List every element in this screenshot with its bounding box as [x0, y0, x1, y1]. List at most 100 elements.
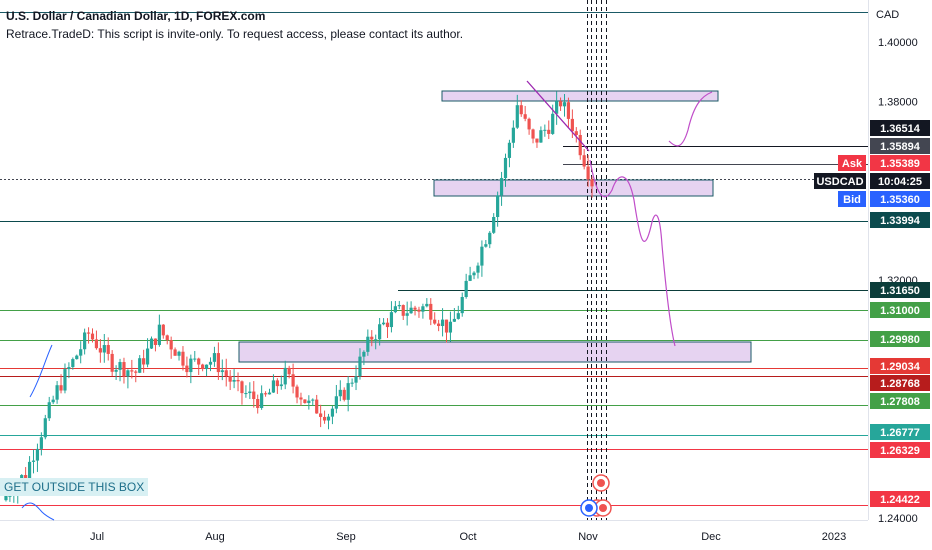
price-tag-value: 1.26777 [880, 427, 920, 439]
candle-body [586, 166, 590, 180]
candle-body [8, 495, 12, 497]
candle-body [122, 362, 126, 377]
candle-body [551, 113, 555, 134]
candle-body [350, 382, 354, 384]
candle-body [67, 367, 71, 370]
candle-body [444, 319, 449, 333]
price-tag-bg [870, 424, 930, 440]
chart-subtitle: Retrace.TradeD: This script is invite-on… [6, 27, 464, 41]
event-marker-dot [585, 504, 593, 512]
time-tick-label: Jul [90, 531, 104, 543]
candle-body [543, 129, 547, 131]
candle-body [429, 303, 433, 320]
candle-body [472, 272, 476, 276]
candle-body [503, 157, 508, 179]
candle-body [515, 105, 519, 128]
price-tag-value: 10:04:25 [878, 176, 922, 188]
price-tick-label: 1.40000 [878, 37, 918, 49]
candle-body [433, 319, 437, 324]
candle-body [130, 370, 134, 372]
candle-body [173, 349, 177, 356]
candle-body [134, 371, 138, 373]
candle-body [527, 118, 531, 130]
candle-body [212, 353, 217, 362]
candle-body [248, 391, 252, 394]
candle-body [464, 280, 468, 298]
candle-body [488, 232, 492, 245]
time-tick-label: Nov [578, 531, 598, 543]
price-tag-value: 1.26329 [880, 445, 920, 457]
candle-body [319, 413, 323, 417]
price-tick-label: 1.38000 [878, 97, 918, 109]
candle-body [425, 303, 429, 307]
candle-body [142, 358, 146, 365]
candle-body [177, 351, 181, 356]
event-marker-dot [597, 479, 605, 487]
price-tag-label: Bid [843, 194, 861, 206]
candle-body [106, 345, 110, 354]
event-marker-dot [599, 504, 607, 512]
candle-body [63, 369, 67, 391]
candle-body [405, 313, 409, 316]
candle-body [499, 178, 504, 196]
price-tag-label: Ask [842, 158, 863, 170]
candle-body [374, 339, 378, 341]
price-tag-value: 1.31000 [880, 305, 920, 317]
candle-body [204, 364, 209, 370]
price-tag-bg [870, 331, 930, 347]
candle-body [208, 361, 213, 365]
candle-body [118, 362, 122, 370]
candle-body [283, 367, 287, 385]
price-tag-value: 1.29980 [880, 334, 920, 346]
price-tag-bg [870, 212, 930, 228]
candle-body [311, 399, 315, 401]
time-tick-label: Oct [459, 531, 476, 543]
price-tag-bg [870, 173, 930, 189]
price-tag-value: 1.35360 [880, 194, 920, 206]
box-note-label: GET OUTSIDE THIS BOX [0, 478, 149, 496]
candle-body [484, 244, 488, 247]
candle-body [307, 400, 311, 404]
candle-body [539, 130, 543, 143]
candle-body [145, 348, 150, 365]
candle-body [157, 324, 161, 345]
candle-body [114, 369, 118, 372]
candle-body [4, 495, 8, 501]
candle-body [417, 309, 421, 312]
candle-body [279, 384, 283, 387]
candle-body [252, 391, 256, 400]
price-tag-bg [870, 155, 930, 171]
candle-body [260, 393, 264, 408]
candle-body [381, 322, 386, 325]
price-tag-bg [870, 120, 930, 136]
candle-body [476, 265, 480, 273]
candle-body [452, 318, 456, 322]
candle-body [531, 129, 535, 139]
price-tag-label-bg [838, 191, 866, 207]
candle-body [574, 131, 578, 135]
candle-body [244, 393, 248, 395]
candle-body [299, 397, 303, 400]
candle-series [4, 91, 594, 504]
candle-body [193, 358, 197, 360]
candle-body [86, 332, 91, 334]
candle-body [440, 319, 445, 327]
candle-body [39, 437, 43, 449]
candle-body [287, 367, 291, 375]
candle-body [421, 306, 425, 312]
candle-body [256, 399, 260, 408]
candle-body [153, 338, 158, 345]
candle-body [523, 114, 527, 119]
candle-body [578, 134, 582, 156]
candle-body [535, 138, 539, 143]
candle-body [330, 408, 335, 417]
candle-body [43, 418, 47, 438]
candle-body [197, 358, 201, 365]
price-tag-label: USDCAD [816, 176, 863, 188]
candle-body [566, 102, 571, 119]
candle-body [90, 333, 95, 340]
price-tag-label-bg [838, 155, 866, 171]
candle-body [547, 129, 551, 134]
candle-body [35, 448, 40, 461]
